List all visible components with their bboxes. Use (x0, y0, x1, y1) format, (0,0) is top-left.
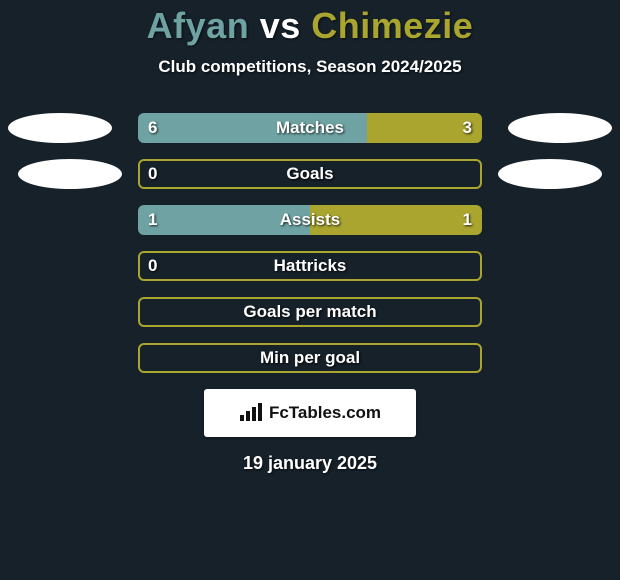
stat-row: 0Hattricks (0, 251, 620, 281)
stat-bar-track: Goals per match (138, 297, 482, 327)
player1-name: Afyan (147, 5, 250, 46)
stat-value-left: 0 (148, 159, 157, 189)
stat-row: 0Goals (0, 159, 620, 189)
brand-badge: FcTables.com (204, 389, 416, 437)
stat-bar-track: 0Goals (138, 159, 482, 189)
stat-bar-left (138, 205, 310, 235)
stat-bar-border (138, 159, 482, 189)
subtitle: Club competitions, Season 2024/2025 (0, 57, 620, 77)
stat-row: Min per goal (0, 343, 620, 373)
stat-bar-track: 11Assists (138, 205, 482, 235)
stat-label: Goals per match (138, 297, 482, 327)
stat-bar-border (138, 343, 482, 373)
stat-bar-left (138, 113, 367, 143)
brand-bars-icon (239, 403, 263, 423)
stat-bar-border (138, 251, 482, 281)
stat-row: 63Matches (0, 113, 620, 143)
stat-value-left: 6 (148, 113, 157, 143)
player2-name: Chimezie (311, 5, 473, 46)
stat-bar-border (138, 297, 482, 327)
comparison-infographic: Afyan vs Chimezie Club competitions, Sea… (0, 0, 620, 580)
stat-row: Goals per match (0, 297, 620, 327)
snapshot-date: 19 january 2025 (0, 453, 620, 474)
stat-label: Hattricks (138, 251, 482, 281)
stat-value-right: 3 (463, 113, 472, 143)
stat-value-left: 0 (148, 251, 157, 281)
title-vs: vs (260, 5, 301, 46)
stat-value-right: 1 (463, 205, 472, 235)
brand-text: FcTables.com (269, 403, 381, 423)
stat-bar-track: 0Hattricks (138, 251, 482, 281)
stat-bar-track: Min per goal (138, 343, 482, 373)
stat-value-left: 1 (148, 205, 157, 235)
stat-row: 11Assists (0, 205, 620, 235)
stat-label: Goals (138, 159, 482, 189)
stat-bar-right (310, 205, 482, 235)
stat-bar-track: 63Matches (138, 113, 482, 143)
chart-rows: 63Matches0Goals11Assists0HattricksGoals … (0, 113, 620, 373)
page-title: Afyan vs Chimezie (0, 4, 620, 47)
stat-label: Min per goal (138, 343, 482, 373)
comparison-chart: 63Matches0Goals11Assists0HattricksGoals … (0, 113, 620, 373)
